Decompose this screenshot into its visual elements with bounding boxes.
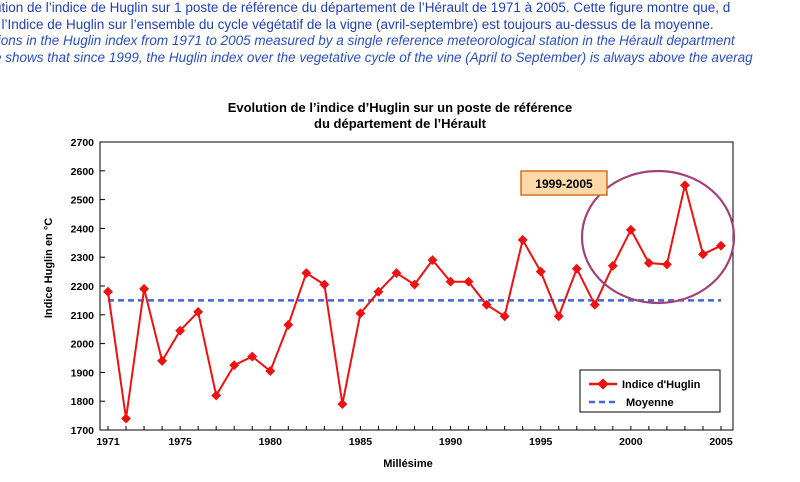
- huglin-point: [391, 268, 402, 278]
- caption-line-fr-2: , l’Indice de Huglin sur l’ensemble du c…: [0, 16, 714, 32]
- chart-title-line-1: Evolution de l’indice d’Huglin sur un po…: [228, 100, 573, 115]
- huglin-point: [499, 311, 510, 322]
- huglin-point: [211, 390, 222, 401]
- huglin-point: [427, 255, 438, 266]
- chart-title-line-2: du département de l’Hérault: [314, 116, 487, 131]
- huglin-point: [337, 399, 348, 410]
- y-tick-label: 2300: [71, 252, 95, 264]
- huglin-point: [175, 325, 186, 336]
- x-tick-label: 1990: [439, 436, 463, 448]
- huglin-point: [157, 355, 168, 366]
- legend-box: [579, 369, 721, 413]
- annotation: 1999-2005: [520, 169, 736, 305]
- huglin-point: [283, 319, 294, 330]
- y-tick-label: 1900: [71, 367, 95, 379]
- x-tick-label: 1980: [259, 436, 283, 448]
- huglin-point: [698, 249, 708, 260]
- y-tick-label: 2100: [71, 310, 95, 322]
- huglin-point: [716, 240, 726, 251]
- y-tick-label: 1700: [71, 425, 95, 437]
- y-tick-label: 2000: [71, 339, 95, 351]
- caption-line-fr-1: ution de l’indice de Huglin sur 1 poste …: [0, 0, 731, 15]
- x-tick-label: 2000: [619, 436, 643, 448]
- y-tick-label: 2200: [71, 281, 95, 293]
- y-tick-label: 2400: [71, 223, 95, 235]
- huglin-point: [607, 260, 618, 271]
- huglin-point: [679, 180, 690, 191]
- x-axis-title: Millésime: [383, 458, 433, 470]
- y-axis: 1700 1800 1900 2000 2100 2200 2300 2400 2500 2600…: [71, 137, 105, 437]
- huglin-point: [535, 266, 546, 277]
- y-axis-title: Indice Huglin en °C: [43, 218, 55, 318]
- huglin-point: [517, 234, 528, 245]
- annotation-label: 1999-2005: [535, 177, 593, 191]
- highlight-ellipse: [580, 169, 736, 305]
- huglin-point: [355, 308, 366, 319]
- huglin-point: [139, 283, 150, 294]
- y-tick-label: 2600: [71, 166, 95, 178]
- x-tick-label: 1971: [96, 436, 120, 448]
- legend-huglin-label: Indice d'Huglin: [622, 379, 701, 391]
- huglin-point: [589, 299, 600, 310]
- figure-caption: ution de l’indice de Huglin sur 1 poste …: [0, 0, 800, 66]
- x-tick-label: 2005: [709, 436, 733, 448]
- huglin-point: [553, 311, 564, 322]
- x-tick-label: 1985: [349, 436, 373, 448]
- huglin-point: [319, 279, 330, 290]
- huglin-point: [193, 306, 204, 317]
- legend-huglin-marker: [597, 378, 609, 390]
- huglin-point: [625, 224, 636, 235]
- x-tick-label: 1975: [168, 436, 192, 448]
- huglin-point: [661, 259, 672, 270]
- huglin-point: [643, 258, 654, 268]
- huglin-point: [121, 413, 131, 424]
- annotation-box: [520, 170, 608, 196]
- huglin-point: [229, 360, 240, 371]
- y-tick-label: 2700: [71, 137, 95, 149]
- huglin-point: [301, 268, 312, 278]
- huglin-point: [247, 351, 258, 362]
- x-axis: 1971 1975 1980 1985 1990 1995 2000 2005: [96, 426, 733, 448]
- huglin-point: [265, 366, 276, 376]
- huglin-point: [103, 286, 113, 297]
- legend: Indice d'Huglin Moyenne: [579, 369, 721, 413]
- huglin-point: [571, 263, 582, 274]
- huglin-point: [481, 299, 492, 310]
- x-tick-label: 1995: [529, 436, 553, 448]
- y-tick-label: 1800: [71, 396, 95, 408]
- caption-line-en-1: tions in the Huglin index from 1971 to 2…: [0, 33, 735, 48]
- huglin-point: [373, 286, 384, 297]
- huglin-point: [445, 276, 456, 287]
- legend-mean-label: Moyenne: [626, 397, 674, 409]
- huglin-point: [463, 276, 474, 287]
- y-tick-label: 2500: [71, 195, 95, 207]
- huglin-point: [409, 279, 420, 290]
- caption-line-en-2: e shows that since 1999, the Huglin inde…: [0, 49, 753, 65]
